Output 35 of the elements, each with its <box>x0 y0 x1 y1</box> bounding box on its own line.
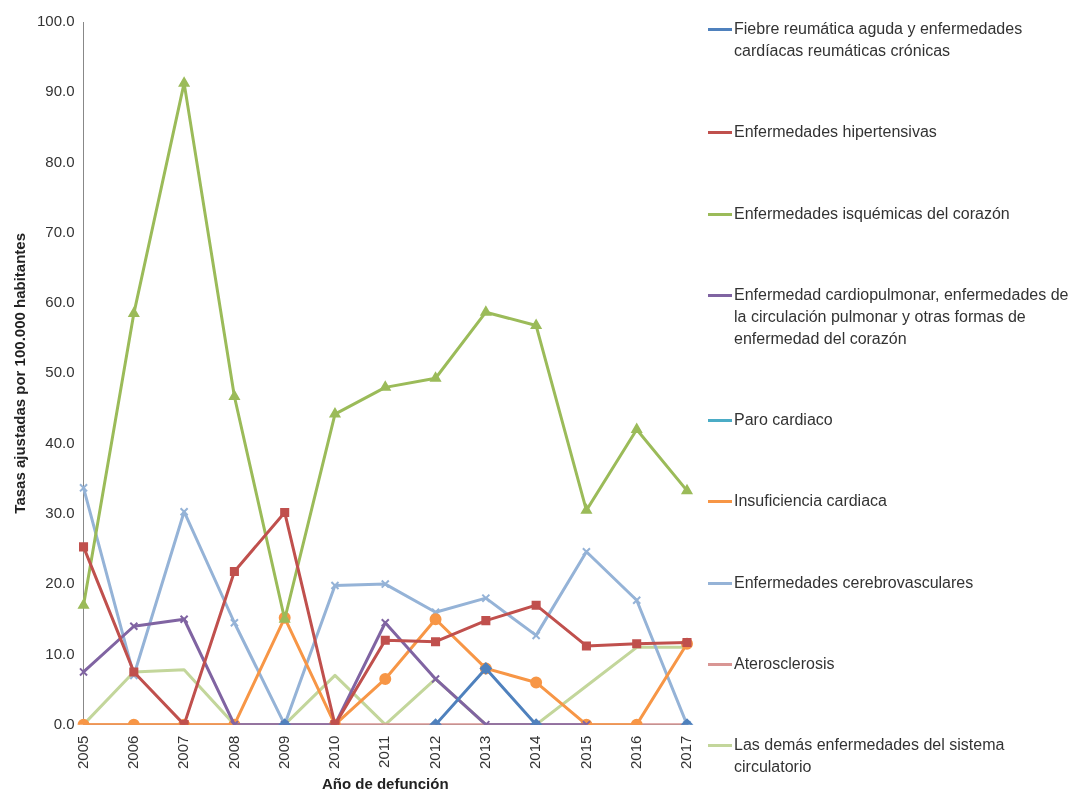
x-tick-label: 2014 <box>526 735 544 770</box>
x-tick-label: 2006 <box>123 735 141 770</box>
y-tick-label: 0.0 <box>53 714 75 732</box>
x-tick-label: 2007 <box>174 735 192 770</box>
y-tick-label: 90.0 <box>45 82 75 100</box>
x-tick-label: 2005 <box>73 735 91 770</box>
y-tick-label: 10.0 <box>45 644 75 662</box>
y-tick-label: 100.0 <box>36 12 75 30</box>
legend-label: Enfermedad cardiopulmonar, enfermedades de la circulación pulmonar y otras formas de enfermedad del corazón <box>734 284 1070 349</box>
x-tick-label: 2017 <box>677 735 695 770</box>
legend-label: Fiebre reumática aguda y enfermedades cardíacas reumáticas crónicas <box>734 19 1024 61</box>
x-axis-title: Año de defunción <box>321 775 449 793</box>
y-tick-label: 20.0 <box>45 574 75 592</box>
y-tick-label: 70.0 <box>45 222 75 240</box>
y-tick-label: 80.0 <box>45 152 75 170</box>
legend-label: Paro cardiaco <box>734 410 833 430</box>
legend-label: Insuficiencia cardiaca <box>734 491 887 512</box>
x-tick-label: 2013 <box>475 735 493 770</box>
y-tick-label: 50.0 <box>45 363 75 381</box>
x-tick-label: 2008 <box>224 735 242 770</box>
x-tick-label: 2010 <box>325 735 343 770</box>
x-tick-label: 2011 <box>375 735 393 768</box>
y-tick-label: 40.0 <box>45 433 75 451</box>
legend-label: Enfermedades cerebrovasculares <box>734 572 974 593</box>
legend-label: Aterosclerosis <box>734 653 835 674</box>
x-tick-label: 2012 <box>425 735 443 770</box>
y-tick-label: 60.0 <box>45 293 75 311</box>
legend-label: Enfermedades isquémicas del corazón <box>734 203 1010 224</box>
x-tick-label: 2009 <box>274 735 292 770</box>
y-axis-title: Tasas ajustadas por 100.000 habitantes <box>11 232 29 514</box>
x-tick-label: 2016 <box>626 735 644 770</box>
legend-label: Enfermedades hipertensivas <box>734 122 937 143</box>
legend-label: Las demás enfermedades del sistema circulatorio <box>734 735 1006 777</box>
x-tick-label: 2015 <box>576 735 594 770</box>
y-tick-label: 30.0 <box>45 503 75 521</box>
